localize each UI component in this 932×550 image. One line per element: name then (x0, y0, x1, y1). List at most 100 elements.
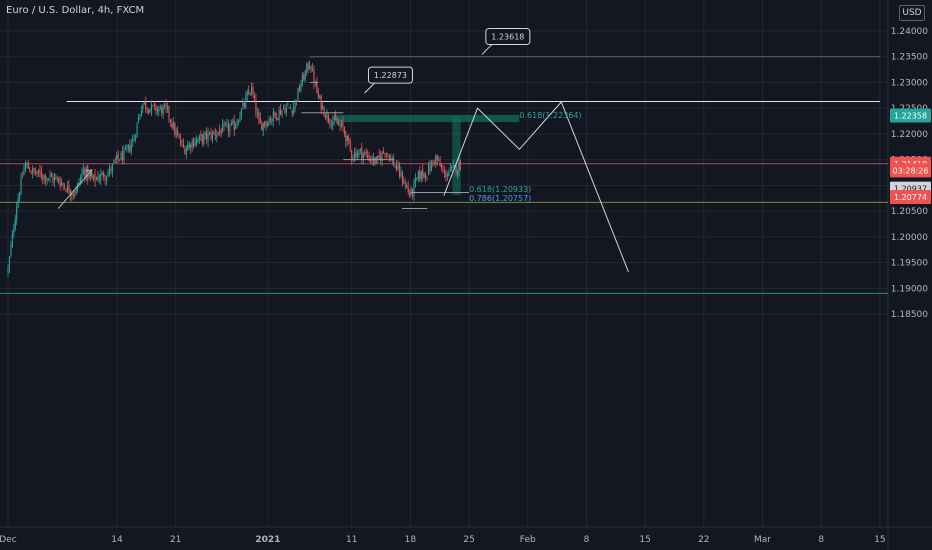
candle-body (136, 123, 138, 138)
candle-body (207, 133, 209, 142)
candle-body (172, 122, 174, 129)
candle-body (58, 178, 60, 183)
time-tick-label: 22 (698, 535, 709, 545)
candle-body (17, 198, 19, 208)
candle-body (269, 119, 271, 122)
price-tick-label: 1.20000 (891, 233, 928, 243)
candle-body (340, 122, 343, 127)
candle-body (94, 173, 96, 182)
badge-bg (890, 108, 931, 123)
candle-body (436, 154, 438, 161)
candle-body (198, 135, 200, 141)
fib-level-label: 0.618(1.22364) (519, 111, 581, 120)
candle-body (339, 123, 341, 126)
time-tick-label: 2021 (255, 535, 280, 545)
candle-body (430, 161, 432, 172)
candle-body (264, 121, 266, 126)
candle-body (348, 137, 350, 141)
candle-body (50, 173, 53, 178)
candle-body (375, 157, 377, 164)
candle-body (401, 173, 403, 183)
candle-body (87, 166, 89, 179)
candle-body (258, 112, 260, 119)
candle-body (52, 176, 54, 182)
candle-body (274, 111, 276, 115)
time-tick-label: 18 (405, 535, 417, 545)
candle-body (280, 109, 282, 115)
candle-body (108, 167, 111, 174)
candle-body (296, 100, 298, 102)
time-tick-label: 25 (463, 535, 474, 545)
candle-body (82, 168, 84, 174)
badge-text: 1.20937 (894, 185, 927, 194)
candle-body (322, 105, 324, 108)
candle-body (79, 177, 82, 184)
candle-body (126, 148, 128, 150)
candle-body (443, 171, 445, 173)
candle-body (188, 143, 190, 148)
candle-body (390, 157, 392, 160)
badge-bg (890, 189, 931, 204)
candle-body (346, 135, 348, 142)
candle-body (320, 95, 322, 110)
candle-body (326, 113, 328, 119)
candle-body (249, 92, 251, 95)
candle-body (304, 71, 306, 79)
candle-body (251, 86, 253, 94)
candle-body (180, 139, 182, 144)
candle-body (329, 119, 331, 124)
candle-body (323, 107, 325, 117)
candle-body (110, 169, 112, 171)
candle-body (432, 161, 434, 163)
currency-button[interactable]: USD (899, 5, 925, 21)
candle-body (116, 154, 118, 160)
candle-body (243, 103, 245, 106)
candle-body (281, 110, 283, 115)
price-tick-label: 1.18500 (891, 310, 928, 320)
candle-body (40, 171, 42, 178)
candle-body (429, 165, 431, 171)
price-tick-label: 1.19000 (891, 284, 928, 294)
candle-body (451, 166, 453, 169)
candle-body (394, 166, 396, 168)
candle-body (13, 229, 15, 233)
candle-body (191, 140, 193, 147)
candle-body (317, 91, 319, 98)
candle-body (168, 106, 170, 118)
price-tick-label: 1.19500 (891, 259, 928, 269)
candle-body (140, 110, 142, 116)
candle-body (359, 148, 361, 151)
candle-body (66, 185, 68, 191)
price-tick-label: 1.22000 (891, 130, 928, 140)
candles (7, 60, 461, 278)
candle-body (155, 105, 157, 112)
candle-body (185, 148, 187, 155)
candle-body (8, 257, 10, 268)
candle-body (248, 90, 250, 94)
candle-body (407, 186, 409, 192)
candle-body (316, 81, 318, 93)
candle-body (356, 153, 358, 157)
candle-body (332, 121, 334, 127)
candle-body (107, 172, 109, 177)
candle-body (68, 185, 70, 193)
candle-body (275, 113, 277, 120)
candle-body (458, 162, 460, 172)
candle-body (413, 181, 415, 196)
candle-body (384, 154, 386, 155)
candle-body (245, 96, 247, 108)
candle-body (27, 162, 29, 169)
candle-body (253, 95, 256, 99)
candle-body (165, 104, 167, 107)
candle-body (342, 122, 344, 128)
time-tick-label: 15 (639, 535, 650, 545)
candle-body (42, 177, 44, 179)
candle-body (409, 192, 411, 196)
candle-body (449, 167, 451, 171)
candle-body (309, 65, 311, 69)
candle-body (106, 176, 108, 181)
candle-body (210, 133, 212, 139)
candle-body (145, 101, 147, 109)
candle-body (64, 186, 66, 188)
